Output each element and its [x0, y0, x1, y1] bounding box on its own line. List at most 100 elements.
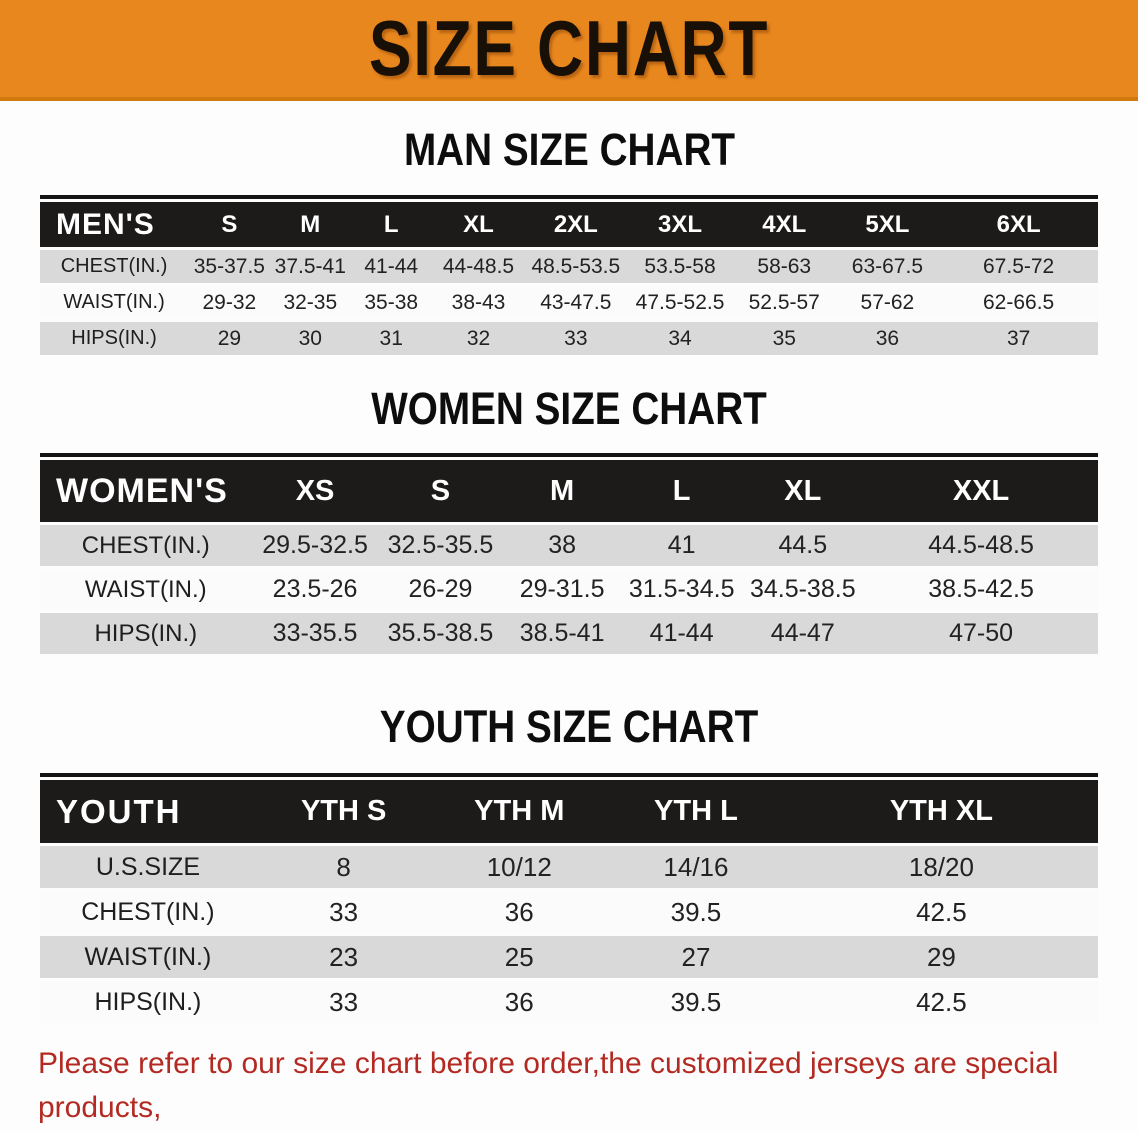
data-cell: 33-35.5	[251, 613, 379, 654]
men-size-col-header: S	[188, 202, 271, 247]
data-cell: 34	[627, 322, 733, 355]
data-cell: 25	[431, 936, 608, 978]
men-size-table-wrap: MEN'S S M L XL 2XL 3XL 4XL 5XL 6XL CHEST…	[40, 195, 1098, 358]
table-row: CHEST(IN.) 29.5-32.5 32.5-35.5 38 41 44.…	[40, 525, 1098, 566]
data-cell: 23	[255, 936, 432, 978]
data-cell: 29	[784, 936, 1098, 978]
data-cell: 39.5	[607, 981, 785, 1023]
men-size-col-header: M	[270, 202, 350, 247]
men-size-col-header: 6XL	[939, 202, 1098, 247]
data-cell: 43-47.5	[524, 286, 628, 319]
table-row: HIPS(IN.) 29 30 31 32 33 34 35 36 37	[40, 322, 1098, 355]
youth-size-col-header: YTH L	[607, 780, 785, 843]
row-label: WAIST(IN.)	[40, 936, 256, 978]
table-row: WAIST(IN.) 23.5-26 26-29 29-31.5 31.5-34…	[40, 569, 1098, 610]
data-cell: 33	[255, 891, 432, 933]
disclaimer-line-1: Please refer to our size chart before or…	[38, 1047, 1059, 1124]
data-cell: 35	[732, 322, 836, 355]
men-section-heading: MAN SIZE CHART	[0, 126, 1138, 174]
women-section-heading: WOMEN SIZE CHART	[0, 385, 1138, 433]
data-cell: 38.5-41	[502, 613, 622, 654]
data-cell: 57-62	[835, 286, 940, 319]
row-label: U.S.SIZE	[40, 846, 256, 888]
youth-header-row: YOUTH YTH S YTH M YTH L YTH XL	[40, 780, 1098, 843]
data-cell: 47-50	[864, 613, 1098, 654]
women-size-col-header: XXL	[864, 460, 1098, 522]
row-label: HIPS(IN.)	[40, 981, 256, 1023]
data-cell: 32-35	[270, 286, 350, 319]
women-size-table-wrap: WOMEN'S XS S M L XL XXL CHEST(IN.) 29.5-…	[40, 453, 1098, 657]
data-cell: 58-63	[732, 250, 836, 283]
data-cell: 53.5-58	[627, 250, 733, 283]
row-label: WAIST(IN.)	[40, 286, 189, 319]
women-size-col-header: M	[502, 460, 622, 522]
women-section-heading-text: WOMEN SIZE CHART	[371, 383, 767, 434]
disclaimer: Please refer to our size chart before or…	[38, 1042, 1118, 1132]
data-cell: 32.5-35.5	[378, 525, 503, 566]
data-cell: 8	[255, 846, 432, 888]
men-size-col-header: 4XL	[732, 202, 836, 247]
data-cell: 29	[188, 322, 271, 355]
men-size-table: MEN'S S M L XL 2XL 3XL 4XL 5XL 6XL CHEST…	[40, 199, 1098, 358]
data-cell: 37	[939, 322, 1098, 355]
data-cell: 36	[835, 322, 940, 355]
data-cell: 38-43	[432, 286, 525, 319]
data-cell: 35-38	[349, 286, 433, 319]
men-size-col-header: L	[349, 202, 433, 247]
women-table-title-cell: WOMEN'S	[40, 460, 252, 522]
table-row: CHEST(IN.) 33 36 39.5 42.5	[40, 891, 1098, 933]
youth-section-heading-text: YOUTH SIZE CHART	[379, 701, 759, 752]
data-cell: 18/20	[784, 846, 1098, 888]
youth-size-table-wrap: YOUTH YTH S YTH M YTH L YTH XL U.S.SIZE …	[40, 773, 1098, 1026]
data-cell: 42.5	[784, 981, 1098, 1023]
men-section-heading-text: MAN SIZE CHART	[403, 124, 735, 175]
data-cell: 32	[432, 322, 525, 355]
men-size-col-header: XL	[432, 202, 525, 247]
data-cell: 31	[349, 322, 433, 355]
youth-size-col-header: YTH M	[431, 780, 608, 843]
data-cell: 41-44	[349, 250, 433, 283]
table-row: WAIST(IN.) 29-32 32-35 35-38 38-43 43-47…	[40, 286, 1098, 319]
data-cell: 27	[607, 936, 785, 978]
men-header-row: MEN'S S M L XL 2XL 3XL 4XL 5XL 6XL	[40, 202, 1098, 247]
row-label: WAIST(IN.)	[40, 569, 252, 610]
data-cell: 38.5-42.5	[864, 569, 1098, 610]
data-cell: 44.5	[741, 525, 865, 566]
data-cell: 35-37.5	[188, 250, 271, 283]
men-table-title-cell: MEN'S	[40, 202, 189, 247]
data-cell: 30	[270, 322, 350, 355]
data-cell: 67.5-72	[939, 250, 1098, 283]
women-size-col-header: XL	[741, 460, 865, 522]
data-cell: 31.5-34.5	[621, 569, 742, 610]
women-size-col-header: XS	[251, 460, 379, 522]
row-label: HIPS(IN.)	[40, 322, 189, 355]
data-cell: 29-32	[188, 286, 271, 319]
data-cell: 26-29	[378, 569, 503, 610]
youth-section-heading: YOUTH SIZE CHART	[0, 703, 1138, 751]
data-cell: 38	[502, 525, 622, 566]
data-cell: 52.5-57	[732, 286, 836, 319]
row-label: HIPS(IN.)	[40, 613, 252, 654]
data-cell: 23.5-26	[251, 569, 379, 610]
data-cell: 44-48.5	[432, 250, 525, 283]
data-cell: 63-67.5	[835, 250, 940, 283]
data-cell: 29-31.5	[502, 569, 622, 610]
data-cell: 14/16	[607, 846, 785, 888]
table-row: U.S.SIZE 8 10/12 14/16 18/20	[40, 846, 1098, 888]
row-label: CHEST(IN.)	[40, 250, 189, 283]
youth-size-col-header: YTH XL	[784, 780, 1098, 843]
data-cell: 44.5-48.5	[864, 525, 1098, 566]
table-row: WAIST(IN.) 23 25 27 29	[40, 936, 1098, 978]
row-label: CHEST(IN.)	[40, 525, 252, 566]
table-row: HIPS(IN.) 33 36 39.5 42.5	[40, 981, 1098, 1023]
women-header-row: WOMEN'S XS S M L XL XXL	[40, 460, 1098, 522]
data-cell: 35.5-38.5	[378, 613, 503, 654]
youth-size-col-header: YTH S	[255, 780, 432, 843]
banner-title: SIZE CHART	[368, 4, 770, 92]
data-cell: 39.5	[607, 891, 785, 933]
data-cell: 44-47	[741, 613, 865, 654]
data-cell: 41-44	[621, 613, 742, 654]
row-label: CHEST(IN.)	[40, 891, 256, 933]
youth-size-table: YOUTH YTH S YTH M YTH L YTH XL U.S.SIZE …	[40, 777, 1098, 1026]
